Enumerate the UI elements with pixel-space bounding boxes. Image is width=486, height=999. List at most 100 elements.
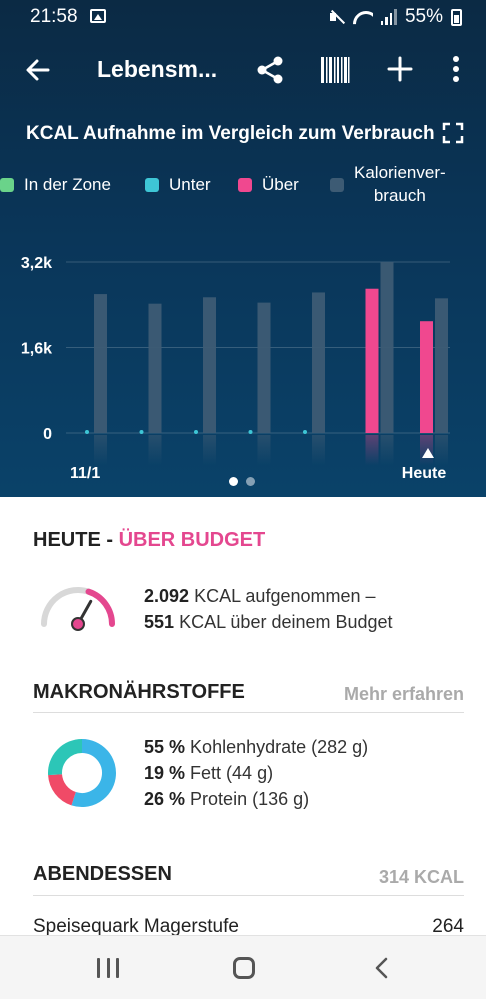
today-heading: HEUTE - ÜBER BUDGET [33, 529, 265, 552]
bar-reflection [420, 435, 433, 465]
macro-pct: 19 % [144, 763, 186, 783]
today-prefix: HEUTE - [33, 529, 119, 551]
pager-dot[interactable] [229, 477, 238, 486]
intake-value: 2.092 [144, 586, 190, 606]
pager-dot[interactable] [246, 477, 255, 486]
fullscreen-icon[interactable] [442, 122, 464, 144]
macro-pct: 55 % [144, 737, 186, 757]
share-icon[interactable] [254, 54, 286, 86]
burned-bar [380, 262, 394, 433]
pager-dots [229, 477, 255, 486]
bar-reflection [312, 435, 325, 465]
macro-pct: 26 % [144, 789, 186, 809]
learn-more-link[interactable]: Mehr erfahren [343, 684, 464, 704]
legend-under: Unter [145, 175, 211, 195]
budget-gauge-icon [41, 587, 115, 631]
under-marker [248, 430, 253, 434]
status-bar: 21:58 55% [0, 0, 486, 34]
macro-label: Protein (136 g) [190, 789, 310, 809]
system-nav-bar [0, 935, 486, 999]
barcode-icon[interactable] [320, 56, 350, 84]
macro-donut-chart [48, 739, 116, 807]
bar-reflection [380, 435, 394, 465]
more-vert-icon[interactable] [446, 54, 466, 84]
plus-icon[interactable] [385, 54, 415, 84]
battery-percent: 55% [404, 6, 443, 27]
donut-segment [48, 773, 77, 806]
bar-reflection [203, 435, 216, 465]
bar-reflection [435, 435, 448, 465]
macro-row: 55 % Kohlenhydrate (282 g) [144, 734, 368, 760]
burned-bar [203, 297, 216, 433]
macro-list: 55 % Kohlenhydrate (282 g) 19 % Fett (44… [144, 734, 368, 812]
macro-row: 26 % Protein (136 g) [144, 786, 368, 812]
dinner-heading: ABENDESSEN [33, 863, 172, 885]
burned-bar [257, 302, 271, 433]
under-marker [85, 430, 89, 434]
legend-burned: Kalorienver-brauch [330, 163, 446, 207]
over-value: 551 [144, 612, 175, 632]
divider [33, 895, 464, 896]
top-panel: 21:58 55% Lebensm... [0, 0, 486, 497]
home-icon[interactable] [233, 957, 255, 979]
bar-reflection [257, 435, 271, 465]
over-bar [365, 288, 379, 433]
recent-apps-icon[interactable] [97, 958, 119, 978]
page-title: Lebensm... [97, 56, 218, 82]
food-item-row[interactable]: Speisequark Magerstufe 264 [33, 916, 464, 938]
under-marker [303, 430, 307, 434]
legend-swatch-cyan [145, 178, 159, 192]
chart-legend: In der Zone Unter Über Kalorienver-brauc… [0, 163, 486, 215]
selected-day-marker [422, 448, 434, 458]
legend-in-zone: In der Zone [0, 175, 111, 195]
legend-label: Über [262, 175, 299, 194]
bar-reflection [365, 435, 379, 465]
app-bar: Lebensm... [0, 40, 486, 100]
x-tick-label: Heute [402, 465, 447, 482]
mute-icon [329, 9, 345, 25]
today-status: ÜBER BUDGET [118, 529, 266, 551]
intake-text: KCAL aufgenommen – [194, 586, 376, 606]
chart-title: KCAL Aufnahme im Vergleich zum Verbrauch [26, 123, 435, 144]
legend-label: Unter [169, 175, 211, 194]
macro-row: 19 % Fett (44 g) [144, 760, 368, 786]
legend-swatch-gray [330, 178, 344, 192]
food-kcal: 264 [432, 916, 464, 937]
kcal-summary: 2.092 KCAL aufgenommen – 551 KCAL über d… [144, 583, 393, 635]
status-time: 21:58 [30, 6, 78, 27]
bar-reflection [148, 435, 162, 465]
burned-bar [94, 294, 107, 433]
burned-bar [435, 298, 448, 433]
kcal-chart[interactable]: 0 1,6k 3,2k 11/1 Heute [0, 240, 486, 490]
y-tick-label: 0 [43, 426, 52, 443]
macros-heading: MAKRONÄHRSTOFFE [33, 681, 245, 703]
legend-label: In der Zone [24, 175, 111, 194]
food-name: Speisequark Magerstufe [33, 916, 239, 937]
burned-bar [312, 292, 325, 433]
image-notification-icon [90, 9, 106, 23]
divider [33, 712, 464, 713]
wifi-icon [353, 9, 373, 25]
x-tick-label: 11/1 [70, 465, 100, 482]
legend-over: Über [238, 175, 299, 195]
bar-reflection [94, 435, 107, 465]
donut-segment [48, 739, 83, 776]
status-right: 55% [329, 6, 462, 28]
legend-swatch-green [0, 178, 14, 192]
over-bar [420, 321, 433, 433]
burned-bar [148, 303, 162, 433]
legend-label: Kalorienver-brauch [354, 163, 446, 205]
y-tick-label: 1,6k [21, 341, 52, 358]
legend-swatch-pink [238, 178, 252, 192]
donut-segment [71, 739, 116, 807]
nav-back-icon[interactable] [372, 956, 392, 980]
y-tick-label: 3,2k [21, 255, 52, 272]
signal-icon [380, 9, 397, 25]
under-marker [139, 430, 144, 434]
macro-label: Fett (44 g) [190, 763, 274, 783]
back-arrow-icon[interactable] [22, 54, 54, 86]
under-marker [194, 430, 198, 434]
macro-label: Kohlenhydrate (282 g) [190, 737, 369, 757]
over-text: KCAL über deinem Budget [179, 612, 393, 632]
dinner-kcal: 314 KCAL [378, 867, 464, 887]
